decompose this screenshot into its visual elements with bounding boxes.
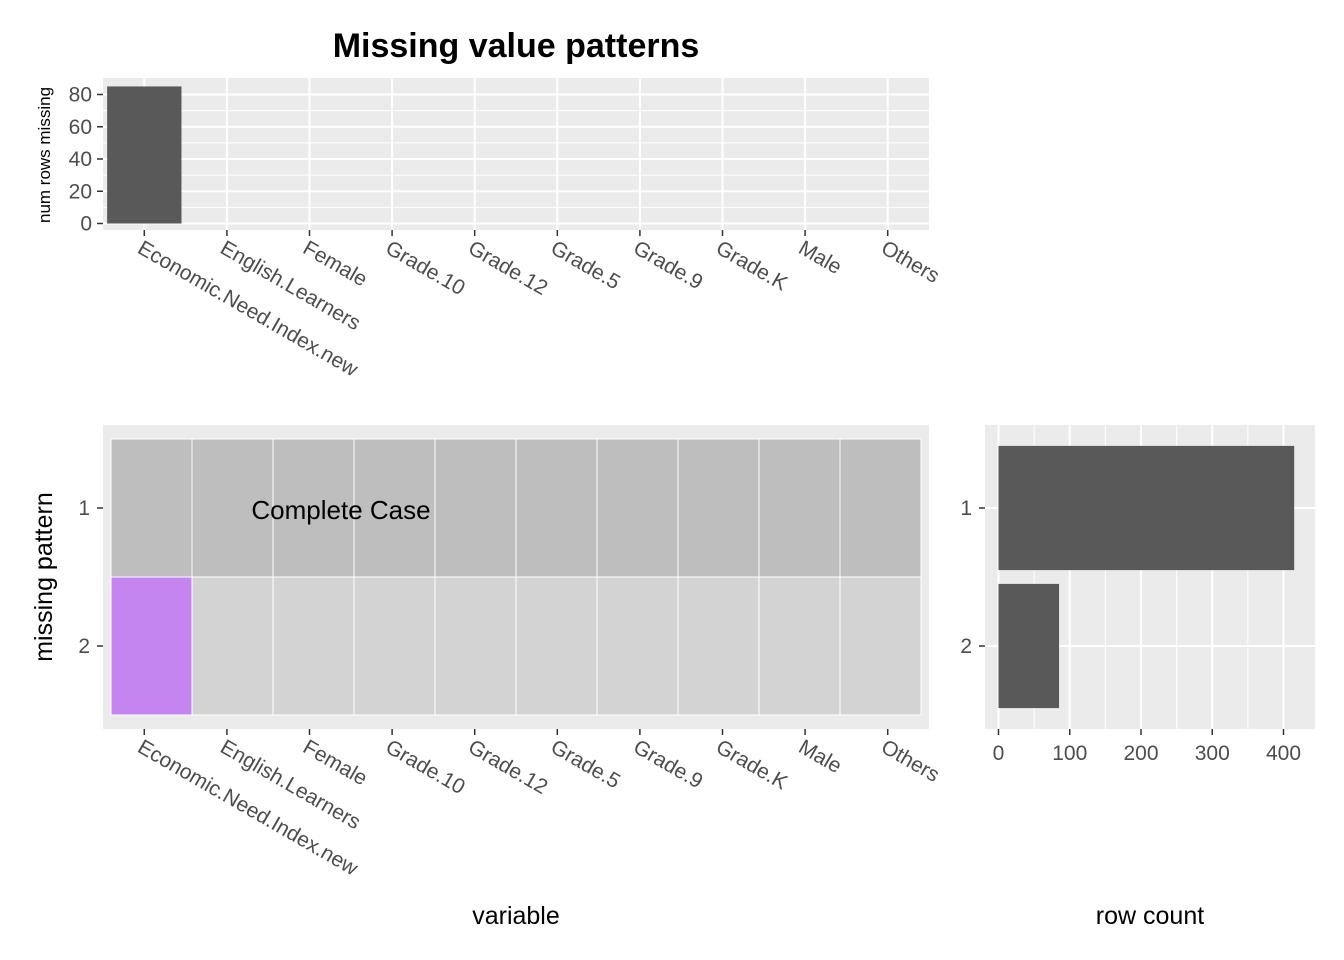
top-x-tick-label: Grade.12: [464, 236, 551, 300]
row-count-x-tick-label: 100: [1052, 742, 1087, 765]
present-tile: [596, 438, 679, 578]
complete-case-annotation: Complete Case: [251, 495, 430, 525]
pattern-x-tick-label: Grade.5: [547, 735, 624, 793]
top-x-tick-label: Male: [795, 236, 846, 279]
present-tile: [434, 438, 517, 578]
top-y-tick-label: 60: [69, 116, 92, 139]
pattern-panel-y-ticks: 12: [78, 497, 103, 658]
row-count-bar: [998, 445, 1295, 571]
present-tile: [677, 576, 760, 716]
row-count-bar: [998, 583, 1060, 709]
present-tile: [353, 438, 436, 578]
pattern-tiles: [110, 438, 922, 716]
present-tile: [515, 438, 598, 578]
present-tile: [272, 438, 355, 578]
present-tile: [272, 576, 355, 716]
top-x-tick-label: Others: [877, 236, 943, 287]
row-count-x-tick-label: 0: [993, 742, 1005, 765]
pattern-y-tick-label: 1: [78, 497, 90, 520]
present-tile: [596, 576, 679, 716]
top-x-tick-label: Grade.K: [712, 236, 791, 295]
top-x-tick-label: Grade.10: [382, 236, 469, 300]
row-count-y-tick-label: 1: [960, 497, 972, 520]
present-tile: [191, 576, 274, 716]
pattern-x-tick-label: Grade.10: [382, 735, 469, 799]
top-panel-bars: [107, 86, 182, 224]
top-bar: [107, 86, 182, 224]
pattern-panel-y-axis-title: missing pattern: [30, 492, 58, 662]
row-count-y-tick-label: 2: [960, 635, 972, 658]
present-tile: [191, 438, 274, 578]
chart-title: Missing value patterns: [333, 27, 700, 65]
top-panel-y-ticks: 0 20 40 60 80: [69, 84, 103, 236]
row-count-x-tick-label: 400: [1266, 742, 1301, 765]
pattern-x-tick-label: Others: [877, 735, 943, 786]
present-tile: [434, 576, 517, 716]
top-panel-x-ticks: Economic.Need.Index.newEnglish.LearnersF…: [134, 230, 943, 382]
row-count-bars: [998, 445, 1295, 709]
top-x-tick-label: Grade.5: [547, 236, 624, 294]
row-count-panel: 0 100 200 300 400 12 row count: [960, 425, 1315, 930]
row-count-x-tick-label: 200: [1123, 742, 1158, 765]
present-tile: [839, 576, 922, 716]
present-tile: [758, 576, 841, 716]
missing-tile: [110, 576, 193, 716]
pattern-x-tick-label: Male: [795, 735, 846, 778]
top-x-tick-label: Grade.9: [629, 236, 706, 294]
top-panel-background: [103, 78, 929, 230]
row-count-x-tick-label: 300: [1195, 742, 1230, 765]
present-tile: [677, 438, 760, 578]
present-tile: [110, 438, 193, 578]
top-panel: 0 20 40 60 80 Economic.Need.Index.newEnglish…: [35, 78, 943, 382]
top-panel-y-axis-title: num rows missing: [35, 87, 54, 223]
top-y-tick-label: 80: [69, 84, 92, 107]
present-tile: [515, 576, 598, 716]
top-y-tick-label: 20: [69, 180, 92, 203]
present-tile: [353, 576, 436, 716]
pattern-panel-x-ticks: Economic.Need.Index.newEnglish.LearnersF…: [134, 729, 943, 881]
pattern-x-tick-label: Grade.K: [712, 735, 791, 794]
top-y-tick-label: 0: [80, 213, 92, 236]
pattern-y-tick-label: 2: [78, 635, 90, 658]
pattern-panel: Complete Case 12 Economic.Need.Index.new…: [30, 425, 943, 930]
present-tile: [758, 438, 841, 578]
row-count-x-axis-title: row count: [1096, 902, 1204, 930]
pattern-panel-x-axis-title: variable: [472, 902, 560, 930]
pattern-x-tick-label: Grade.12: [464, 735, 551, 799]
row-count-y-ticks: 12: [960, 497, 985, 658]
present-tile: [839, 438, 922, 578]
pattern-x-tick-label: Grade.9: [629, 735, 706, 793]
row-count-x-ticks: 0 100 200 300 400: [993, 729, 1301, 765]
top-y-tick-label: 40: [69, 148, 92, 171]
